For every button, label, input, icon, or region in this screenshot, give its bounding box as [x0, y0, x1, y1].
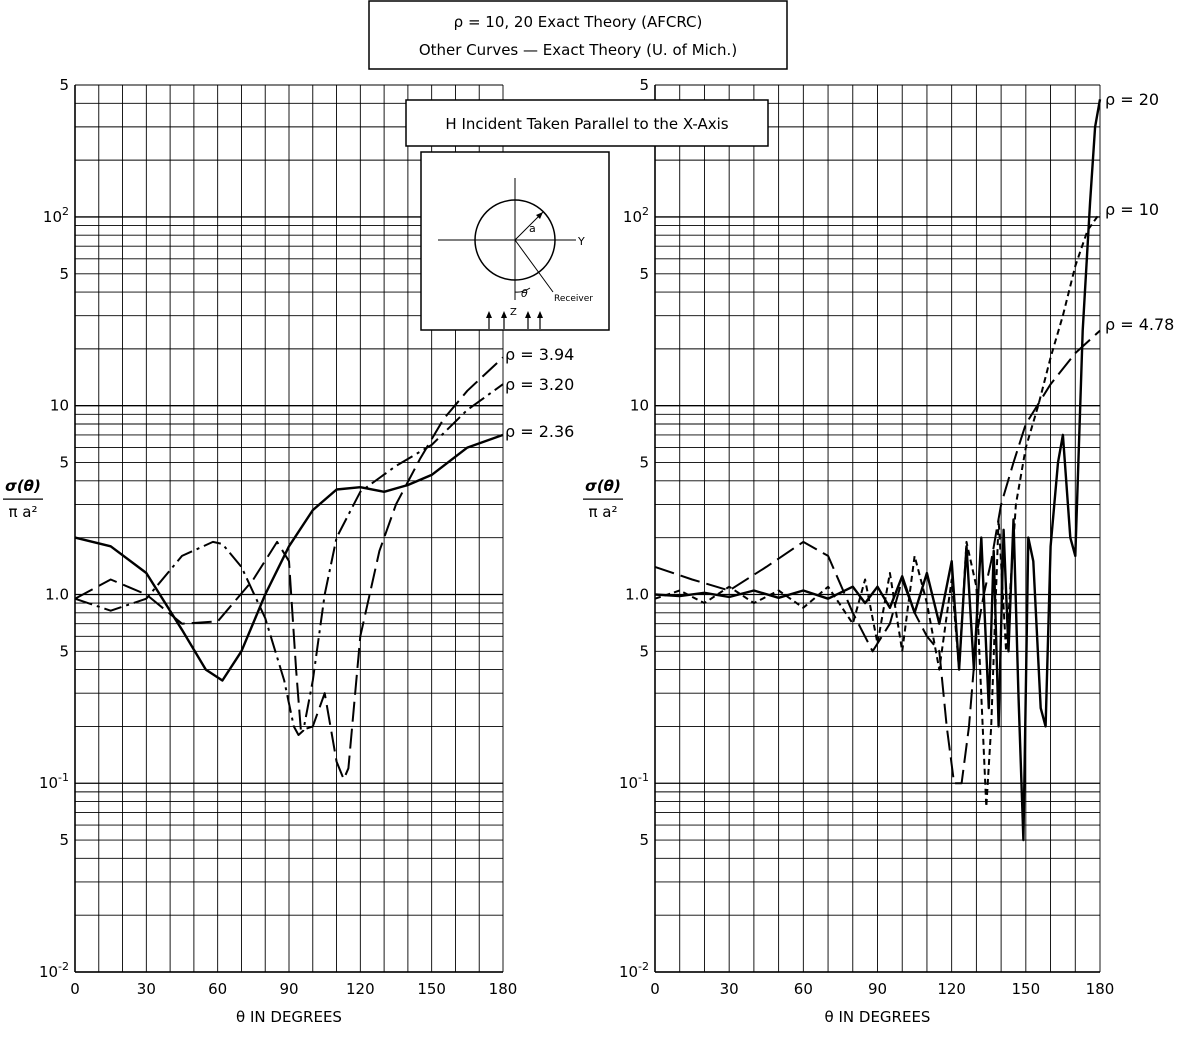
y-tick-label: 5	[59, 265, 69, 283]
legend-line-2: Other Curves — Exact Theory (U. of Mich.…	[419, 41, 737, 59]
inset-label-z: Z	[510, 307, 517, 318]
y-tick-label: 5	[59, 76, 69, 94]
inset-label-theta: θ	[521, 287, 528, 300]
series-label: ρ = 3.20	[505, 375, 574, 394]
y-axis-label-denominator: π a²	[588, 503, 617, 521]
y-tick-label: 5	[639, 454, 649, 472]
x-tick-label: 120	[937, 980, 966, 998]
y-tick-label: 10-1	[619, 771, 649, 792]
x-tick-label: 0	[650, 980, 660, 998]
y-tick-label: 5	[639, 265, 649, 283]
series-label: ρ = 3.94	[505, 345, 574, 364]
y-tick-label: 10-2	[39, 960, 69, 981]
x-tick-label: 60	[794, 980, 813, 998]
inset-diagram: a Y θ Receiver Z	[420, 151, 610, 331]
series-label: ρ = 2.36	[505, 422, 574, 441]
inset-receiver-line	[514, 239, 554, 293]
y-tick-label: 1.0	[45, 585, 69, 603]
inset-title: H Incident Taken Parallel to the X-Axis	[445, 115, 728, 133]
series-line	[74, 356, 504, 781]
series-line	[654, 99, 1102, 842]
y-tick-label: 102	[43, 205, 69, 226]
y-axis-label-numerator: σ(θ)	[585, 477, 621, 495]
y-tick-label: 5	[639, 76, 649, 94]
inset-incident-arrows	[486, 311, 543, 329]
x-tick-label: 150	[1012, 980, 1041, 998]
y-tick-label: 5	[639, 642, 649, 660]
x-tick-label: 60	[208, 980, 227, 998]
y-tick-label: 10	[630, 397, 649, 415]
x-tick-label: 120	[346, 980, 375, 998]
y-tick-label: 5	[639, 831, 649, 849]
series-label: ρ = 10	[1105, 200, 1159, 219]
y-axis-label-denominator: π a²	[8, 503, 37, 521]
series-line	[74, 433, 504, 682]
x-tick-label: 90	[279, 980, 298, 998]
x-tick-label: 30	[137, 980, 156, 998]
series-label: ρ = 4.78	[1105, 315, 1174, 334]
legend-box: ρ = 10, 20 Exact Theory (AFCRC) Other Cu…	[368, 0, 788, 70]
x-tick-label: 0	[70, 980, 80, 998]
grid	[654, 84, 1101, 973]
legend-line-1: ρ = 10, 20 Exact Theory (AFCRC)	[454, 13, 703, 31]
x-tick-label: 90	[868, 980, 887, 998]
inset-title-box: H Incident Taken Parallel to the X-Axis	[405, 99, 769, 147]
y-axis-label: σ(θ) π a²	[583, 477, 623, 521]
y-tick-label: 10-2	[619, 960, 649, 981]
inset-label-receiver: Receiver	[554, 294, 593, 304]
y-tick-label: 10-1	[39, 771, 69, 792]
y-tick-label: 5	[59, 831, 69, 849]
y-tick-label: 5	[59, 642, 69, 660]
y-axis-label: σ(θ) π a²	[3, 477, 43, 521]
y-tick-label: 102	[623, 205, 649, 226]
y-tick-label: 5	[59, 454, 69, 472]
inset-radius-arrowhead	[536, 212, 543, 219]
chart-right: 0 30 60 90 120 150 180 10-2 5 10-1 5 1.0 5 10 5 102 5 σ(θ…	[583, 76, 1174, 1026]
x-axis-label: θ IN DEGREES	[236, 1008, 342, 1026]
inset-label-y: Y	[577, 235, 585, 248]
y-tick-label: 1.0	[625, 585, 649, 603]
inset-theta-arc	[514, 287, 531, 293]
y-axis-label-numerator: σ(θ)	[5, 477, 41, 495]
x-tick-label: 150	[417, 980, 446, 998]
x-axis-label: θ IN DEGREES	[825, 1008, 931, 1026]
y-tick-label: 10	[50, 397, 69, 415]
series-label: ρ = 20	[1105, 90, 1159, 109]
series-line	[654, 212, 1101, 808]
series-line	[74, 383, 504, 736]
x-tick-label: 180	[1086, 980, 1115, 998]
x-tick-label: 180	[489, 980, 518, 998]
inset-label-a: a	[529, 222, 536, 235]
inset-sphere	[474, 199, 556, 281]
x-tick-label: 30	[720, 980, 739, 998]
series-line	[654, 329, 1101, 785]
